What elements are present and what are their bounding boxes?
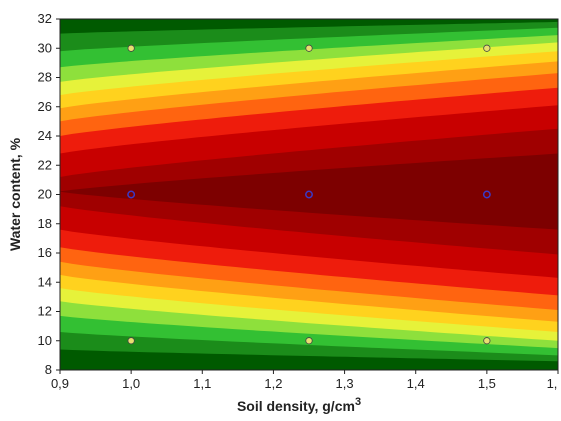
x-tick-label: 1,5 (478, 376, 496, 391)
y-tick-label: 14 (38, 274, 52, 289)
y-tick-label: 22 (38, 157, 52, 172)
y-tick-label: 16 (38, 245, 52, 260)
y-tick-label: 24 (38, 128, 52, 143)
y-tick-label: 8 (45, 362, 52, 377)
x-tick-label: 1,2 (264, 376, 282, 391)
x-tick-label: 1,3 (336, 376, 354, 391)
design-point-5 (305, 190, 313, 199)
y-tick-label: 32 (38, 11, 52, 26)
x-tick-label: 1,0 (122, 376, 140, 391)
y-tick-label: 10 (38, 333, 52, 348)
design-point-6 (482, 190, 491, 199)
y-axis-title: Water content, % (7, 137, 23, 251)
design-point-3 (483, 337, 491, 345)
x-tick-label: 0,9 (51, 376, 69, 391)
y-tick-label: 30 (38, 40, 52, 55)
y-tick-label: 26 (38, 99, 52, 114)
x-axis-title: Soil density, g/cm3 (237, 396, 361, 414)
x-tick-label: 1,1 (193, 376, 211, 391)
design-point-2 (305, 337, 313, 345)
x-tick-label: 1,4 (407, 376, 425, 391)
y-tick-label: 28 (38, 70, 52, 85)
y-tick-label: 18 (38, 216, 52, 231)
x-tick-label: 1, (547, 376, 558, 391)
design-point-9 (483, 44, 491, 52)
y-tick-label: 12 (38, 304, 52, 319)
y-tick-label: 20 (38, 187, 52, 202)
design-point-1 (127, 337, 135, 345)
design-point-4 (127, 190, 136, 199)
design-point-8 (305, 44, 313, 52)
design-point-7 (127, 44, 135, 52)
